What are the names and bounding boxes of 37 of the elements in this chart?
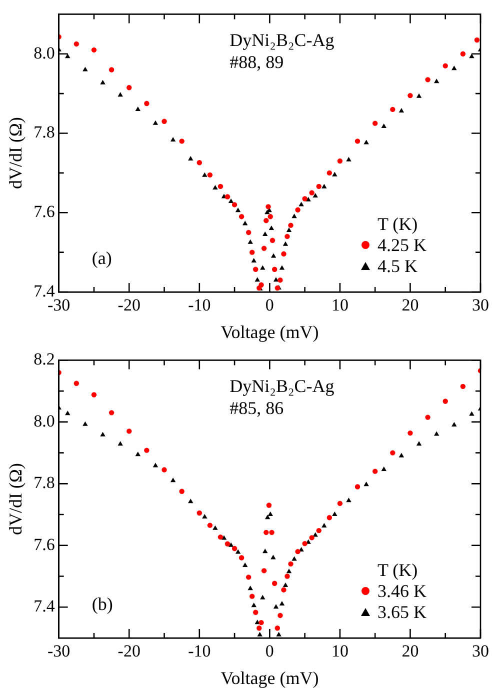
x-tick-label: -10 [188, 296, 211, 315]
y-tick-label: 7.6 [34, 534, 55, 554]
text: #88, 89 [230, 52, 284, 72]
legend-label: 3.46 K [378, 581, 426, 601]
y-tick-label: 7.8 [34, 473, 55, 492]
x-tick-label: -10 [188, 642, 211, 661]
x-tick-label: 0 [265, 296, 274, 315]
y-tick-label: 8.0 [34, 411, 55, 430]
x-tick-label: 20 [402, 296, 419, 315]
x-tick-label: -20 [118, 642, 140, 661]
text: #85, 86 [230, 398, 284, 418]
x-tick-label: 30 [472, 296, 489, 315]
y-axis-title: dV/dI (Ω) [6, 463, 26, 536]
y-axis-title: dV/dI (Ω) [6, 117, 26, 190]
legend-title: T (K) [378, 214, 418, 234]
legend-label: 4.5 K [378, 256, 418, 276]
x-tick-label: 10 [331, 642, 348, 661]
x-tick-label: 0 [265, 642, 274, 661]
y-tick-label: 8.0 [34, 43, 55, 62]
y-tick-label: 8.2 [34, 350, 55, 369]
annotation: (b) [92, 594, 113, 614]
x-tick-label: -30 [48, 642, 70, 661]
text: DyNi₂B₂C-Ag [230, 30, 334, 50]
legend-title: T (K) [378, 560, 418, 580]
x-tick-label: -20 [118, 296, 140, 315]
x-tick-label: 30 [472, 642, 489, 661]
y-tick-label: 7.4 [34, 596, 56, 616]
y-tick-label: 7.6 [34, 202, 55, 222]
legend-label: 3.65 K [378, 602, 426, 622]
x-axis-title: Voltage (mV) [220, 322, 319, 342]
text: DyNi₂B₂C-Ag [230, 376, 334, 396]
x-tick-label: 20 [402, 642, 419, 661]
y-tick-label: 7.8 [34, 122, 55, 142]
annotation: (a) [92, 248, 112, 268]
legend-label: 4.25 K [378, 235, 426, 255]
x-tick-label: 10 [331, 296, 348, 315]
x-axis-title: Voltage (mV) [220, 668, 319, 688]
